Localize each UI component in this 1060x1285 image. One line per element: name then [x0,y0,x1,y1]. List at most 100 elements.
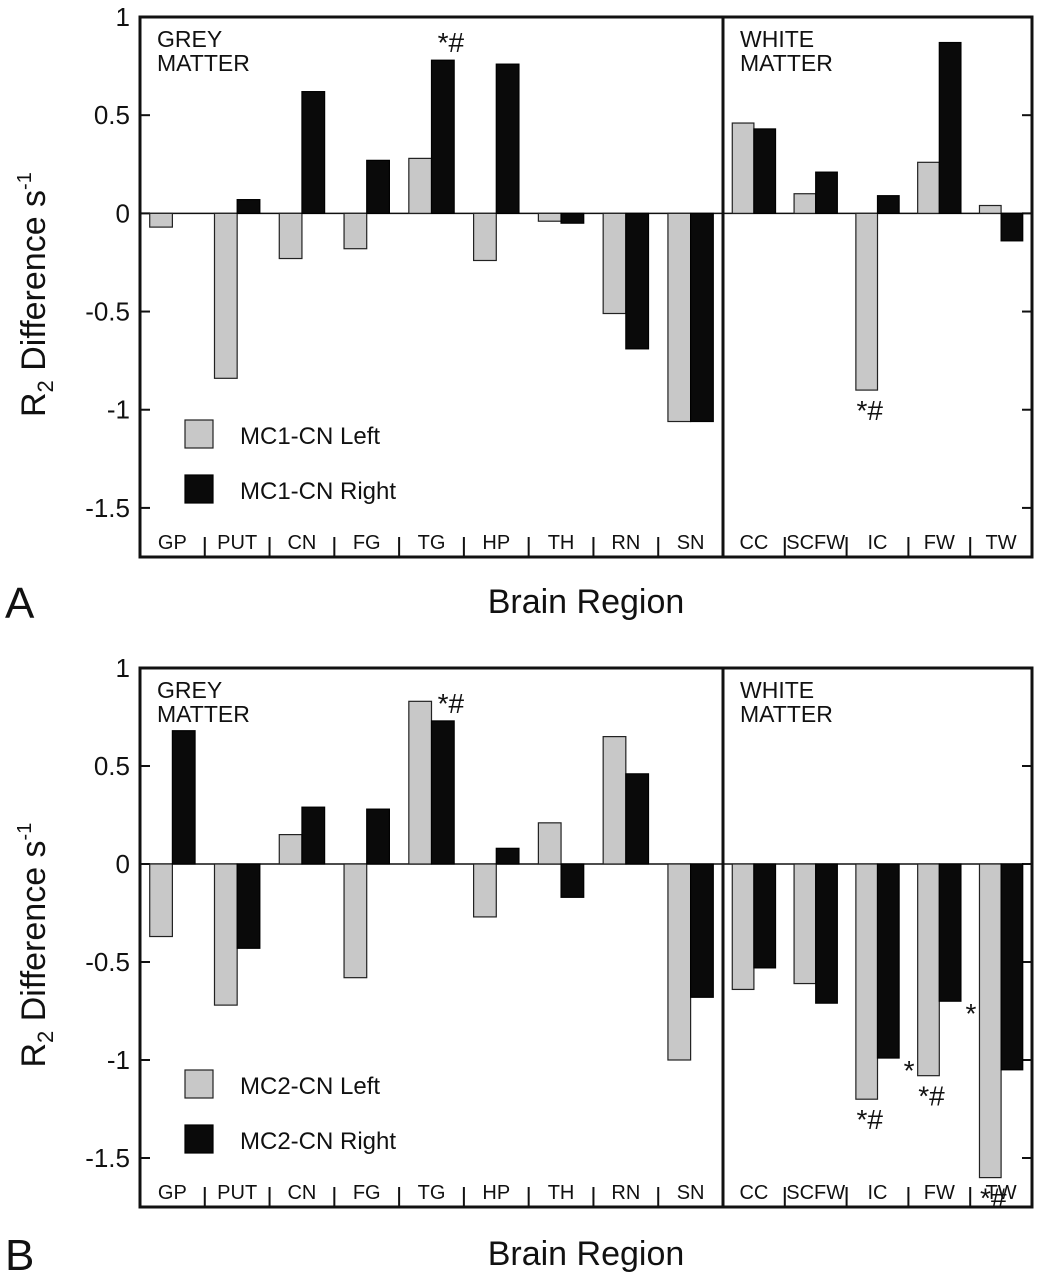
bar-left [343,212,368,250]
bar-left [602,735,627,865]
y-axis-label-superscript: -1 [14,172,36,190]
bar-left [473,212,497,262]
legend-label-left: MC1-CN Left [240,423,380,450]
group-label-line1: GREY [157,677,222,703]
x-tick-label: TG [418,1182,446,1204]
group-label-line1: GREY [157,26,222,52]
x-tick-label: SCFW [786,1182,845,1204]
x-tick-label: SN [677,532,705,554]
y-tick-label: -1.5 [85,493,130,523]
x-tick-label: IC [868,532,888,554]
x-tick-label: SCFW [786,532,845,554]
bar-right [753,863,777,969]
legend-label-right: MC1-CN Right [240,478,396,505]
y-tick-label: -0.5 [85,297,130,327]
bar-left [213,863,238,1006]
bar-right [495,63,520,214]
panel-letter: A [5,579,35,628]
x-tick-label: HP [482,532,510,554]
x-tick-label: FG [353,1182,381,1204]
bar-right [1000,863,1024,1071]
significance-marker: *# [918,1081,945,1112]
bar-left [978,863,1002,1179]
bar-left [149,863,173,938]
significance-marker: *# [980,1183,1007,1214]
bar-right [236,199,261,214]
y-tick-label: -0.5 [85,947,130,977]
x-tick-label: FW [924,1182,955,1204]
bar-left [602,212,627,315]
significance-marker: *# [438,688,465,719]
x-tick-label: TH [548,1182,575,1204]
bar-left [408,157,433,214]
x-tick-label: FG [353,532,381,554]
plot-frame [138,666,1034,1209]
group-label-line1: WHITE [740,677,814,703]
bar-right [1000,212,1024,242]
x-tick-label: FW [924,532,955,554]
legend-label-left: MC2-CN Left [240,1073,380,1100]
bar-right [560,212,585,224]
bar-left [408,700,433,865]
y-axis-label-main: R [15,1043,53,1068]
group-label-line2: MATTER [157,50,250,76]
x-tick-label: CC [739,1182,768,1204]
x-tick-label: HP [482,1182,510,1204]
bar-right [938,41,962,214]
y-axis-label-subscript: 2 [33,1031,58,1043]
x-tick-label: IC [868,1182,888,1204]
x-tick-label: TW [986,1182,1017,1204]
y-axis-label: R2 Difference s-1 [14,172,58,417]
bar-left [473,863,497,918]
legend-swatch-left [184,419,214,449]
x-tick-label: PUT [217,532,257,554]
bar-right [815,171,838,214]
bar-right [876,195,900,214]
bar-left [149,212,173,228]
bar-left [793,863,817,985]
y-tick-label: 1 [116,653,130,683]
x-tick-label: TH [548,532,575,554]
bar-left [537,212,562,222]
bar-right [301,806,326,865]
significance-marker: * [965,998,976,1029]
significance-marker: *# [438,27,465,58]
bar-right [430,59,455,214]
y-tick-label: -1 [107,1045,130,1075]
bar-left [343,863,368,979]
panel-b: -1.5 -1 -0.5 0 0.5 1 R2 Difference s-1 GREY MATT… [0,650,1060,1280]
y-tick-label: 0 [116,198,130,228]
bar-right [366,808,390,865]
y-tick-label: -1.5 [85,1143,130,1173]
bar-left [855,212,879,391]
bar-left [278,834,303,865]
legend-swatch-right [184,1124,214,1154]
y-axis-label-text: Difference s [15,840,53,1030]
bar-right [690,863,714,998]
legend-swatch-left [184,1069,214,1099]
x-tick-label: CN [287,1182,316,1204]
panel-letter: B [5,1231,34,1280]
significance-marker: *# [856,395,883,426]
x-tick-label: GP [158,532,187,554]
y-tick-label: 0.5 [94,100,130,130]
bar-left [667,863,692,1061]
y-tick-label: -1 [107,395,130,425]
bar-left [855,863,879,1100]
y-axis-label-text: Difference s [15,190,53,380]
x-tick-label: RN [611,532,640,554]
legend-swatch-right [184,474,214,504]
x-tick-label: TG [418,532,446,554]
bar-right [815,863,838,1004]
bar-right [495,847,520,865]
x-axis-label: Brain Region [488,1235,685,1273]
bar-left [917,161,940,214]
group-label-line1: WHITE [740,26,814,52]
bar-right [560,863,585,898]
bar-right [876,863,900,1059]
plot-frame [138,15,1034,559]
bar-right [171,730,196,865]
x-tick-label: CN [287,532,316,554]
bar-left [731,122,755,214]
